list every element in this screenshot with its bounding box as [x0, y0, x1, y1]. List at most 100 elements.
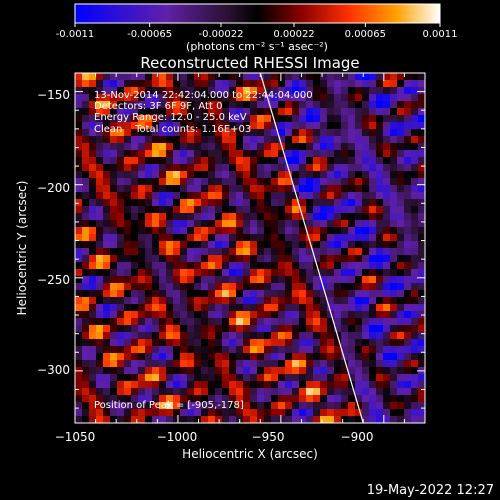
heatmap-cell	[320, 129, 328, 137]
heatmap-cell	[173, 164, 181, 172]
heatmap-cell	[418, 101, 425, 109]
heatmap-cell	[131, 311, 139, 319]
heatmap-cell	[327, 318, 335, 326]
heatmap-cell	[411, 80, 419, 88]
heatmap-cell	[103, 276, 111, 284]
heatmap-cell	[320, 374, 328, 382]
heatmap-cell	[103, 339, 111, 347]
heatmap-cell	[173, 318, 181, 326]
heatmap-cell	[362, 178, 370, 186]
heatmap-cell	[348, 311, 356, 319]
heatmap-cell	[362, 276, 370, 284]
heatmap-cell	[166, 416, 174, 423]
heatmap-cell	[173, 143, 181, 151]
heatmap-cell	[376, 388, 384, 396]
heatmap-cell	[306, 136, 314, 144]
heatmap-cell	[264, 150, 272, 158]
heatmap-cell	[334, 248, 342, 256]
heatmap-cell	[110, 241, 118, 249]
heatmap-cell	[264, 339, 272, 347]
heatmap-cell	[152, 290, 160, 298]
heatmap-cell	[404, 178, 412, 186]
heatmap-cell	[152, 325, 160, 333]
heatmap-cell	[306, 227, 314, 235]
heatmap-cell	[173, 402, 181, 410]
heatmap-cell	[194, 339, 202, 347]
heatmap-cell	[229, 227, 237, 235]
heatmap-cell	[383, 353, 391, 361]
heatmap-cell	[341, 353, 349, 361]
heatmap-cell	[411, 220, 419, 228]
y-tick-label: −250	[37, 273, 70, 287]
heatmap-cell	[229, 164, 237, 172]
heatmap-cell	[243, 108, 251, 116]
heatmap-cell	[187, 402, 195, 410]
heatmap-cell	[180, 157, 188, 165]
heatmap-cell	[110, 248, 118, 256]
heatmap-cell	[243, 304, 251, 312]
heatmap-cell	[187, 143, 195, 151]
heatmap-cell	[320, 101, 328, 109]
heatmap-cell	[376, 402, 384, 410]
heatmap-cell	[201, 87, 209, 95]
heatmap-cell	[110, 101, 118, 109]
heatmap-cell	[355, 367, 363, 375]
heatmap-cell	[404, 339, 412, 347]
heatmap-cell	[131, 136, 139, 144]
heatmap-cell	[243, 234, 251, 242]
heatmap-cell	[306, 80, 314, 88]
heatmap-cell	[166, 80, 174, 88]
heatmap-cell	[243, 353, 251, 361]
heatmap-cell	[187, 234, 195, 242]
heatmap-cell	[418, 409, 425, 417]
heatmap-cell	[348, 248, 356, 256]
heatmap-cell	[313, 220, 321, 228]
heatmap-cell	[89, 269, 97, 277]
heatmap-cell	[320, 192, 328, 200]
heatmap-cell	[257, 213, 265, 221]
heatmap-cell	[166, 178, 174, 186]
heatmap-cell	[411, 290, 419, 298]
heatmap-cell	[250, 311, 258, 319]
heatmap-cell	[159, 234, 167, 242]
heatmap-cell	[166, 122, 174, 130]
heatmap-cell	[208, 143, 216, 151]
heatmap-cell	[131, 325, 139, 333]
heatmap-cell	[334, 325, 342, 333]
heatmap-cell	[271, 150, 279, 158]
heatmap-cell	[376, 108, 384, 116]
heatmap-cell	[229, 374, 237, 382]
heatmap-cell	[110, 332, 118, 340]
heatmap-cell	[313, 416, 321, 423]
heatmap-cell	[341, 304, 349, 312]
heatmap-cell	[250, 157, 258, 165]
heatmap-cell	[215, 318, 223, 326]
heatmap-cell	[194, 374, 202, 382]
heatmap-cell	[355, 129, 363, 137]
heatmap-cell	[110, 367, 118, 375]
heatmap-cell	[222, 108, 230, 116]
heatmap-cell	[264, 283, 272, 291]
heatmap-cell	[236, 283, 244, 291]
heatmap-cell	[110, 311, 118, 319]
heatmap-cell	[404, 409, 412, 417]
heatmap-cell	[341, 367, 349, 375]
heatmap-cell	[320, 108, 328, 116]
heatmap-cell	[278, 108, 286, 116]
heatmap-cell	[152, 192, 160, 200]
heatmap-cell	[299, 199, 307, 207]
heatmap-cell	[208, 87, 216, 95]
heatmap-cell	[264, 346, 272, 354]
heatmap-cell	[355, 290, 363, 298]
heatmap-cell	[96, 157, 104, 165]
heatmap-cell	[201, 346, 209, 354]
heatmap-cell	[110, 374, 118, 382]
heatmap-cell	[131, 346, 139, 354]
heatmap-cell	[243, 290, 251, 298]
heatmap-cell	[201, 360, 209, 368]
heatmap-cell	[264, 416, 272, 423]
heatmap-cell	[411, 276, 419, 284]
heatmap-cell	[159, 388, 167, 396]
heatmap-cell	[180, 332, 188, 340]
heatmap-cell	[236, 199, 244, 207]
